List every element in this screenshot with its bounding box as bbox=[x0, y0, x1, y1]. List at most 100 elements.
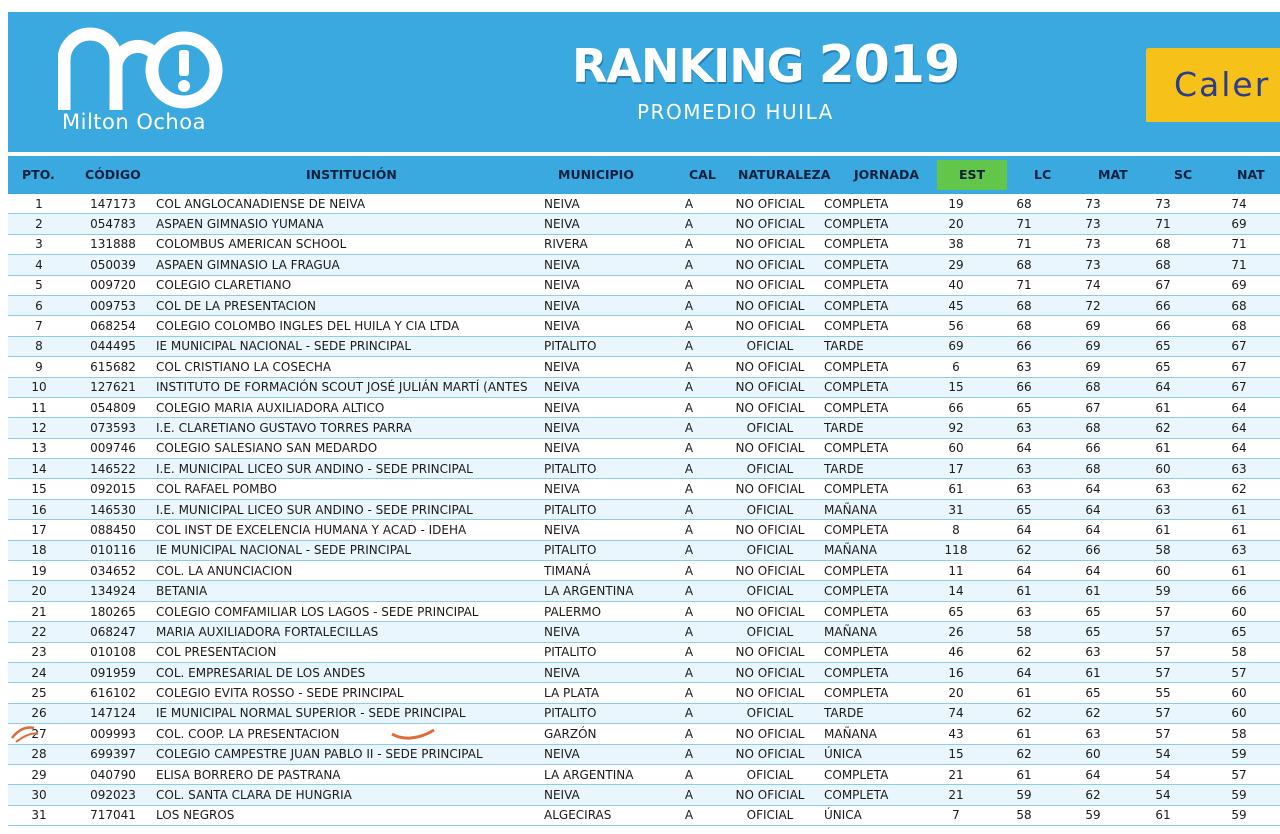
cell-jornada: COMPLETA bbox=[824, 275, 922, 296]
cell-lc: 64 bbox=[990, 438, 1058, 460]
cell-municipio: NEIVA bbox=[544, 438, 662, 460]
table-row: 9 615682 COL CRISTIANO LA COSECHA NEIVA A NO … bbox=[8, 356, 1280, 378]
cell-lc: 62 bbox=[990, 540, 1058, 562]
cell-codigo: 068254 bbox=[70, 315, 156, 337]
cell-sc: 54 bbox=[1128, 784, 1198, 806]
table-header: PTO. CÓDIGO INSTITUCIÓN MUNICIPIO CAL NA… bbox=[8, 156, 1280, 194]
cell-institucion: I.E. MUNICIPAL LICEO SUR ANDINO - SEDE P… bbox=[156, 458, 544, 480]
cell-cal: A bbox=[662, 682, 716, 704]
cell-nat: 62 bbox=[1198, 478, 1280, 500]
cell-codigo: 092015 bbox=[70, 478, 156, 500]
cell-cal: A bbox=[662, 519, 716, 541]
col-header-cal: CAL bbox=[689, 167, 716, 182]
cell-sc: 54 bbox=[1128, 764, 1198, 786]
cell-naturaleza: OFICIAL bbox=[716, 764, 824, 786]
cell-institucion: COLEGIO SALESIANO SAN MEDARDO bbox=[156, 438, 544, 460]
cell-codigo: 054783 bbox=[70, 213, 156, 235]
table-row: 7 068254 COLEGIO COLOMBO INGLES DEL HUILA … bbox=[8, 315, 1280, 337]
cell-nat: 60 bbox=[1198, 703, 1280, 725]
cell-codigo: 146530 bbox=[70, 499, 156, 521]
cell-naturaleza: NO OFICIAL bbox=[716, 356, 824, 378]
cell-municipio: NEIVA bbox=[544, 213, 662, 235]
cell-institucion: COLEGIO CAMPESTRE JUAN PABLO II - SEDE P… bbox=[156, 744, 544, 765]
cell-naturaleza: NO OFICIAL bbox=[716, 377, 824, 398]
cell-naturaleza: OFICIAL bbox=[716, 336, 824, 358]
cell-nat: 68 bbox=[1198, 295, 1280, 317]
cell-jornada: COMPLETA bbox=[824, 356, 922, 378]
table-row: 27 009993 COL. COOP. LA PRESENTACION GARZÓN… bbox=[8, 723, 1280, 745]
table-row: 5 009720 COLEGIO CLARETIANO NEIVA A NO OFICIA… bbox=[8, 275, 1280, 296]
cell-lc: 59 bbox=[990, 784, 1058, 806]
cell-mat: 65 bbox=[1058, 682, 1128, 704]
cell-lc: 61 bbox=[990, 580, 1058, 602]
cell-naturaleza: NO OFICIAL bbox=[716, 723, 824, 745]
cell-est: 66 bbox=[922, 397, 990, 419]
cell-lc: 68 bbox=[990, 194, 1058, 215]
cell-cal: A bbox=[662, 621, 716, 643]
cell-est: 38 bbox=[922, 234, 990, 256]
cell-institucion: COL RAFAEL POMBO bbox=[156, 478, 544, 500]
cell-naturaleza: OFICIAL bbox=[716, 805, 824, 827]
cell-naturaleza: NO OFICIAL bbox=[716, 194, 824, 215]
cell-mat: 66 bbox=[1058, 540, 1128, 562]
cell-institucion: COL INST DE EXCELENCIA HUMANA Y ACAD - I… bbox=[156, 519, 544, 541]
cell-naturaleza: NO OFICIAL bbox=[716, 213, 824, 235]
table-row: 18 010116 IE MUNICIPAL NACIONAL - SEDE PRI… bbox=[8, 540, 1280, 562]
cell-institucion: ASPAEN GIMNASIO LA FRAGUA bbox=[156, 254, 544, 276]
cell-est: 6 bbox=[922, 356, 990, 378]
calendar-tab[interactable]: Caler bbox=[1146, 48, 1280, 122]
cell-pto: 19 bbox=[8, 560, 70, 582]
cell-nat: 59 bbox=[1198, 744, 1280, 765]
cell-lc: 62 bbox=[990, 744, 1058, 765]
cell-sc: 60 bbox=[1128, 458, 1198, 480]
cell-nat: 71 bbox=[1198, 234, 1280, 256]
cell-sc: 55 bbox=[1128, 682, 1198, 704]
cell-institucion: IE MUNICIPAL NACIONAL - SEDE PRINCIPAL bbox=[156, 336, 544, 358]
cell-institucion: INSTITUTO DE FORMACIÓN SCOUT JOSÉ JULIÁN… bbox=[156, 377, 544, 398]
milton-ochoa-logo-icon bbox=[58, 27, 223, 110]
cell-nat: 60 bbox=[1198, 601, 1280, 623]
cell-lc: 68 bbox=[990, 254, 1058, 276]
cell-nat: 71 bbox=[1198, 254, 1280, 276]
cell-codigo: 616102 bbox=[70, 682, 156, 704]
cell-naturaleza: NO OFICIAL bbox=[716, 397, 824, 419]
cell-est: 29 bbox=[922, 254, 990, 276]
cell-lc: 68 bbox=[990, 315, 1058, 337]
cell-sc: 73 bbox=[1128, 194, 1198, 215]
cell-mat: 64 bbox=[1058, 519, 1128, 541]
cell-pto: 29 bbox=[8, 764, 70, 786]
cell-lc: 64 bbox=[990, 560, 1058, 582]
cell-institucion: I.E. CLARETIANO GUSTAVO TORRES PARRA bbox=[156, 417, 544, 439]
cell-naturaleza: NO OFICIAL bbox=[716, 662, 824, 684]
table-row: 8 044495 IE MUNICIPAL NACIONAL - SEDE PRIN… bbox=[8, 336, 1280, 358]
cell-sc: 66 bbox=[1128, 295, 1198, 317]
cell-institucion: COL. EMPRESARIAL DE LOS ANDES bbox=[156, 662, 544, 684]
cell-nat: 63 bbox=[1198, 458, 1280, 480]
cell-municipio: NEIVA bbox=[544, 194, 662, 215]
cell-mat: 69 bbox=[1058, 336, 1128, 358]
cell-codigo: 180265 bbox=[70, 601, 156, 623]
cell-lc: 66 bbox=[990, 377, 1058, 398]
cell-lc: 64 bbox=[990, 662, 1058, 684]
cell-naturaleza: NO OFICIAL bbox=[716, 642, 824, 663]
cell-jornada: ÚNICA bbox=[824, 805, 922, 827]
cell-lc: 66 bbox=[990, 336, 1058, 358]
cell-sc: 67 bbox=[1128, 275, 1198, 296]
cell-pto: 28 bbox=[8, 744, 70, 765]
cell-cal: A bbox=[662, 703, 716, 725]
cell-municipio: NEIVA bbox=[544, 478, 662, 500]
cell-sc: 62 bbox=[1128, 417, 1198, 439]
table-row: 1 147173 COL ANGLOCANADIENSE DE NEIVA NEIVA… bbox=[8, 194, 1280, 215]
cell-nat: 58 bbox=[1198, 642, 1280, 663]
cell-municipio: PALERMO bbox=[544, 601, 662, 623]
cell-mat: 73 bbox=[1058, 234, 1128, 256]
cell-pto: 9 bbox=[8, 356, 70, 378]
cell-sc: 68 bbox=[1128, 234, 1198, 256]
cell-cal: A bbox=[662, 784, 716, 806]
cell-municipio: PITALITO bbox=[544, 703, 662, 725]
cell-cal: A bbox=[662, 540, 716, 562]
ranking-table-body: 1 147173 COL ANGLOCANADIENSE DE NEIVA NEIVA… bbox=[8, 194, 1280, 827]
cell-jornada: COMPLETA bbox=[824, 254, 922, 276]
cell-jornada: COMPLETA bbox=[824, 377, 922, 398]
